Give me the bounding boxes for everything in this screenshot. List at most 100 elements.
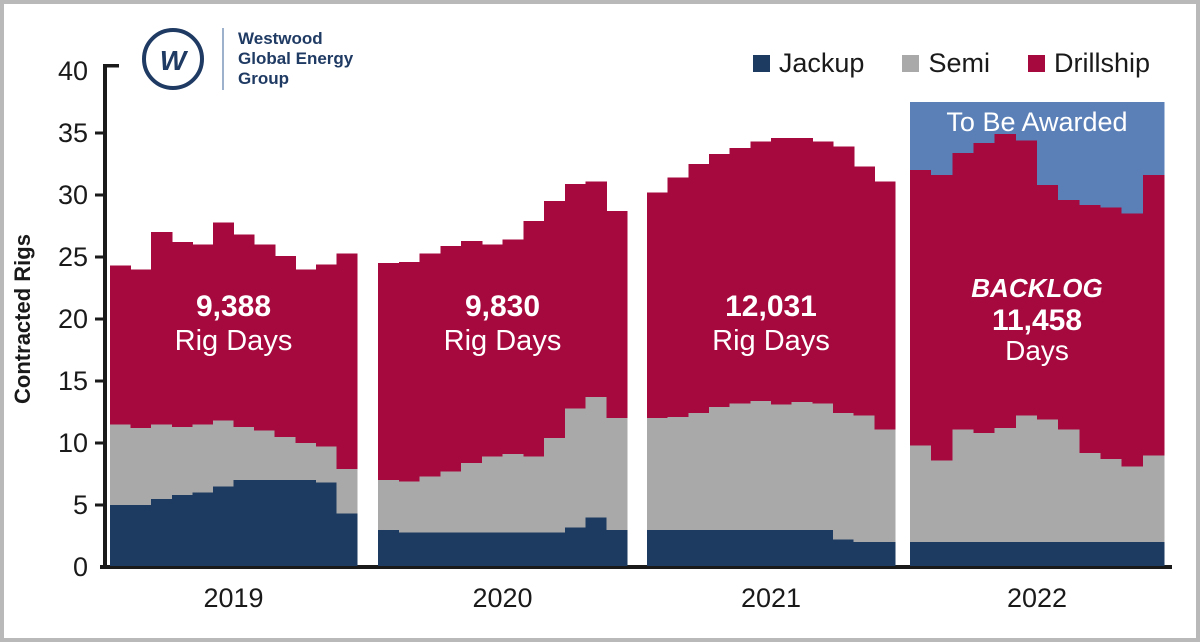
bar-segment-drillship xyxy=(378,263,400,481)
x-tick-label-2022: 2022 xyxy=(1007,583,1067,613)
annotation-2020-value: 9,830 xyxy=(465,290,540,323)
bar-segment-jackup xyxy=(1079,542,1102,566)
bar-segment-tba xyxy=(1121,102,1144,214)
bar-segment-drillship xyxy=(606,211,628,419)
logo-text: Westwood Global Energy Group xyxy=(238,29,353,89)
bar-segment-drillship xyxy=(853,166,875,416)
bar-segment-jackup xyxy=(1142,542,1165,566)
y-tick-label: 35 xyxy=(58,118,88,148)
bar-segment-drillship xyxy=(171,242,193,427)
bar-segment-drillship xyxy=(1015,140,1038,416)
bar-segment-drillship xyxy=(233,234,255,427)
bar-segment-jackup xyxy=(647,529,669,566)
annotation-2019-unit: Rig Days xyxy=(175,325,293,357)
bar-segment-jackup xyxy=(931,542,953,566)
bar-segment-semi xyxy=(274,436,296,481)
bar-segment-drillship xyxy=(952,152,975,430)
y-tick-label: 20 xyxy=(58,304,88,334)
bar-segment-semi xyxy=(233,426,255,481)
bar-segment-semi xyxy=(398,481,421,533)
bar-segment-tba xyxy=(1100,102,1123,208)
logo-line-2: Global Energy xyxy=(238,49,354,68)
logo-divider xyxy=(222,28,224,90)
bar-segment-jackup xyxy=(791,529,813,566)
bar-segment-drillship xyxy=(151,232,173,425)
y-tick xyxy=(95,503,103,507)
logo-line-1: Westwood xyxy=(238,29,323,48)
legend-item-semi: Semi xyxy=(902,48,990,79)
bar-segment-semi xyxy=(1121,466,1144,543)
logo-line-3: Group xyxy=(238,69,289,88)
bar-segment-semi xyxy=(750,400,772,530)
bar-segment-drillship xyxy=(544,201,566,439)
y-tick xyxy=(95,317,103,321)
bar-segment-semi xyxy=(973,433,996,543)
bar-segment-semi xyxy=(771,404,793,530)
bar-segment-drillship xyxy=(812,141,834,404)
y-tick-label: 0 xyxy=(73,552,88,582)
bar-segment-jackup xyxy=(212,486,235,566)
bar-segment-drillship xyxy=(461,240,483,463)
legend-item-drillship: Drillship xyxy=(1027,48,1150,79)
bar-segment-semi xyxy=(910,445,932,543)
bar-segment-drillship xyxy=(502,239,524,455)
bar-segment-jackup xyxy=(853,542,875,566)
bar-segment-tba xyxy=(1015,102,1038,141)
bar-segment-drillship xyxy=(973,142,996,434)
rig-chart: 0 5 10 15 20 25 30 35 40 Contracted Rigs 2019 9,388… xyxy=(10,56,1172,613)
legend-label: Semi xyxy=(928,48,990,78)
x-axis-line xyxy=(100,565,1172,569)
bar-segment-semi xyxy=(212,420,235,487)
bar-segment-jackup xyxy=(315,482,338,566)
y-axis-top-cap xyxy=(103,64,119,68)
bar-segment-drillship xyxy=(994,134,1017,429)
bar-segment-jackup xyxy=(874,542,896,566)
bar-segment-drillship xyxy=(254,244,276,431)
bar-segment-semi xyxy=(833,413,855,540)
bar-segment-drillship xyxy=(750,141,772,401)
bar-segment-tba xyxy=(1079,102,1102,205)
bar-segment-drillship xyxy=(791,137,813,403)
bar-segment-semi xyxy=(874,429,896,543)
bar-segment-semi xyxy=(544,438,566,533)
bar-segment-jackup xyxy=(151,498,173,566)
bar-segment-jackup xyxy=(544,532,566,566)
legend-swatch-jackup xyxy=(752,55,770,72)
bar-segment-semi xyxy=(110,424,132,505)
bar-segment-jackup xyxy=(1121,542,1144,566)
x-tick-label-2021: 2021 xyxy=(741,583,801,613)
bar-segment-jackup xyxy=(812,529,834,566)
bar-segment-drillship xyxy=(523,221,545,457)
y-tick-label: 30 xyxy=(58,180,88,210)
bar-segment-semi xyxy=(1100,459,1123,543)
bar-segment-semi xyxy=(853,415,875,543)
bar-segment-drillship xyxy=(1079,204,1102,453)
bar-segment-drillship xyxy=(110,265,132,425)
bar-segment-jackup xyxy=(952,542,975,566)
bar-segment-jackup xyxy=(1100,542,1123,566)
bar-segment-tba xyxy=(994,102,1017,135)
bar-segment-jackup xyxy=(709,529,731,566)
y-tick xyxy=(95,441,103,445)
bar-segment-tba xyxy=(1142,102,1165,176)
bar-segment-jackup xyxy=(667,529,689,566)
bar-segment-semi xyxy=(502,454,524,533)
chart-legend: Jackup Semi Drillship xyxy=(752,48,1150,79)
annotation-2022-backlog: BACKLOG xyxy=(971,273,1102,303)
bar-segment-tba xyxy=(1058,102,1080,200)
bar-segment-tba xyxy=(952,102,975,153)
legend-swatch-drillship xyxy=(1027,55,1045,72)
bar-segment-drillship xyxy=(315,264,338,447)
bar-segment-semi xyxy=(667,416,689,530)
bar-segment-drillship xyxy=(1121,213,1144,467)
bar-segment-jackup xyxy=(192,492,214,566)
bar-segment-semi xyxy=(1037,419,1059,543)
bar-segment-jackup xyxy=(110,505,132,566)
y-tick xyxy=(95,379,103,383)
bar-segment-semi xyxy=(1058,429,1080,543)
bar-segment-jackup xyxy=(274,480,296,566)
bar-segment-drillship xyxy=(931,175,953,461)
bar-segment-semi xyxy=(688,413,710,530)
bar-segment-drillship xyxy=(274,255,296,437)
bar-segment-drillship xyxy=(564,183,587,409)
